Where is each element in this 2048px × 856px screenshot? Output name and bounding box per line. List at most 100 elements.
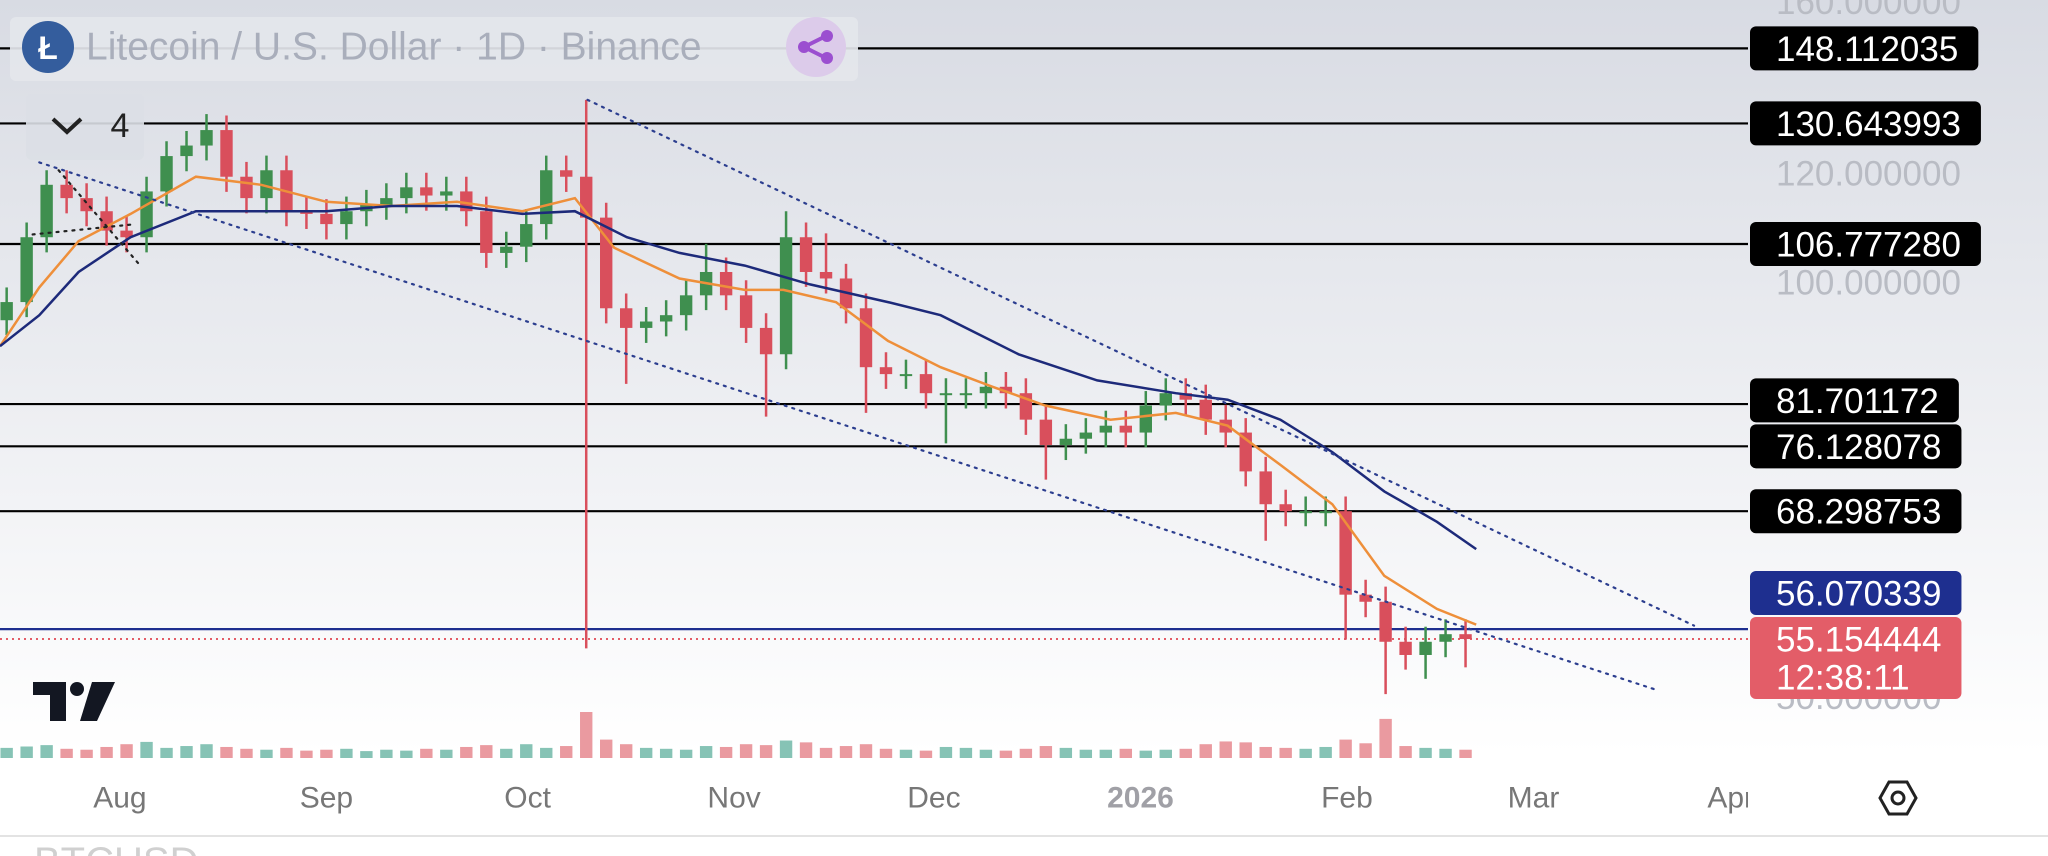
price-label-bg <box>1750 378 1959 423</box>
volume-bar <box>919 750 933 758</box>
candle-body <box>480 211 493 253</box>
volume-bar <box>120 744 133 758</box>
candle-body <box>859 308 873 368</box>
candle-body <box>639 321 653 328</box>
price-label-text: 12:38:11 <box>1776 658 1910 697</box>
price-label-bg <box>1750 489 1962 534</box>
candle-body <box>320 213 333 225</box>
candle-body <box>400 187 413 199</box>
volume-bar <box>520 744 533 758</box>
volume-bar <box>619 744 633 758</box>
volume-bar <box>100 746 113 758</box>
trendline <box>31 223 132 236</box>
indicators-toggle[interactable]: 4 <box>26 94 144 160</box>
volume-bar <box>1359 743 1372 758</box>
candle-body <box>1199 399 1212 420</box>
chevron-icon <box>51 117 83 135</box>
candle-body <box>1459 634 1472 640</box>
candle-body <box>200 130 213 146</box>
volume-bar <box>799 742 813 758</box>
volume-bar <box>580 712 593 758</box>
volume-bar <box>300 750 313 758</box>
price-label-text: 76.128078 <box>1776 428 1941 467</box>
candle-body <box>979 386 993 394</box>
candle-body <box>180 145 193 157</box>
volume-bar <box>979 749 993 758</box>
x-tick-label: 2026 <box>1107 782 1174 815</box>
footer-symbol: BTCUSD <box>34 840 198 856</box>
volume-bar <box>699 746 713 758</box>
volume-bar <box>20 746 33 758</box>
volume-bar <box>340 748 353 758</box>
settings-button[interactable] <box>1878 780 1918 816</box>
volume-bar <box>360 751 373 758</box>
volume-bar <box>420 748 433 758</box>
volume-bar <box>380 749 393 758</box>
volume-bar <box>1319 746 1332 758</box>
price-label-text: 148.112035 <box>1776 30 1958 69</box>
coin-logo <box>22 21 74 73</box>
candle-body <box>1379 601 1392 642</box>
volume-bar <box>180 746 193 758</box>
candle-body <box>560 170 573 177</box>
settings-icon[interactable] <box>1878 780 1918 816</box>
candle-body <box>1359 594 1372 602</box>
candle-body <box>959 393 973 396</box>
candle-body <box>1119 425 1133 433</box>
candle-body <box>1079 432 1093 439</box>
volume-bar <box>1179 748 1192 758</box>
volume-bar <box>1259 746 1272 758</box>
x-tick-label: Sep <box>300 782 353 815</box>
coin-logo-letter: Ł <box>38 30 58 66</box>
volume-bar <box>1019 748 1033 758</box>
volume-bar <box>160 747 173 758</box>
volume-bar <box>1419 747 1432 758</box>
logo-part <box>70 682 84 696</box>
price-label-text: 81.701172 <box>1776 382 1939 421</box>
share-icon-dot <box>821 52 833 64</box>
price-label-text: 55.154444 <box>1776 620 1941 659</box>
volume-bar <box>560 746 573 758</box>
candle-body <box>919 374 933 394</box>
price-label-text: 68.298753 <box>1776 493 1941 532</box>
volume-bar <box>460 746 473 758</box>
price-label-bg <box>1750 570 1962 615</box>
volume-bar <box>60 748 73 758</box>
candle-body <box>500 246 513 253</box>
price-label-bg <box>1750 616 1962 699</box>
moving-average-line <box>0 175 1477 626</box>
moving-average-line <box>0 204 1477 551</box>
tradingview-logo <box>33 682 115 721</box>
volume-bar <box>659 748 673 758</box>
volume-bar <box>140 741 153 758</box>
header-bar <box>10 17 858 81</box>
candle-body <box>819 271 833 279</box>
candle-body <box>719 271 733 296</box>
volume-bar <box>200 744 213 758</box>
indicators-toggle-bg[interactable] <box>26 94 144 160</box>
volume-bar <box>1459 749 1472 758</box>
candle-body <box>899 374 913 377</box>
candle-body <box>1039 419 1053 445</box>
candle-body <box>619 308 633 328</box>
volume-bar <box>1099 749 1113 758</box>
candle-body <box>659 315 673 322</box>
price-label: 56.070339 <box>1750 570 1962 615</box>
volume-bar <box>1379 718 1392 758</box>
share-button-bg[interactable] <box>786 17 846 77</box>
candle-body <box>879 367 893 375</box>
volume-bar <box>0 747 13 758</box>
volume-bar <box>739 744 753 758</box>
share-button[interactable] <box>786 17 846 77</box>
volume-bar <box>999 750 1013 758</box>
x-tick-label: Apr <box>1707 782 1754 815</box>
price-label: 148.112035 <box>1750 26 1979 71</box>
candle-body <box>1279 504 1292 512</box>
candle-body <box>1139 405 1152 433</box>
price-label-bg <box>1750 424 1962 469</box>
volume-bar <box>1399 746 1412 758</box>
candle-body <box>999 386 1013 394</box>
